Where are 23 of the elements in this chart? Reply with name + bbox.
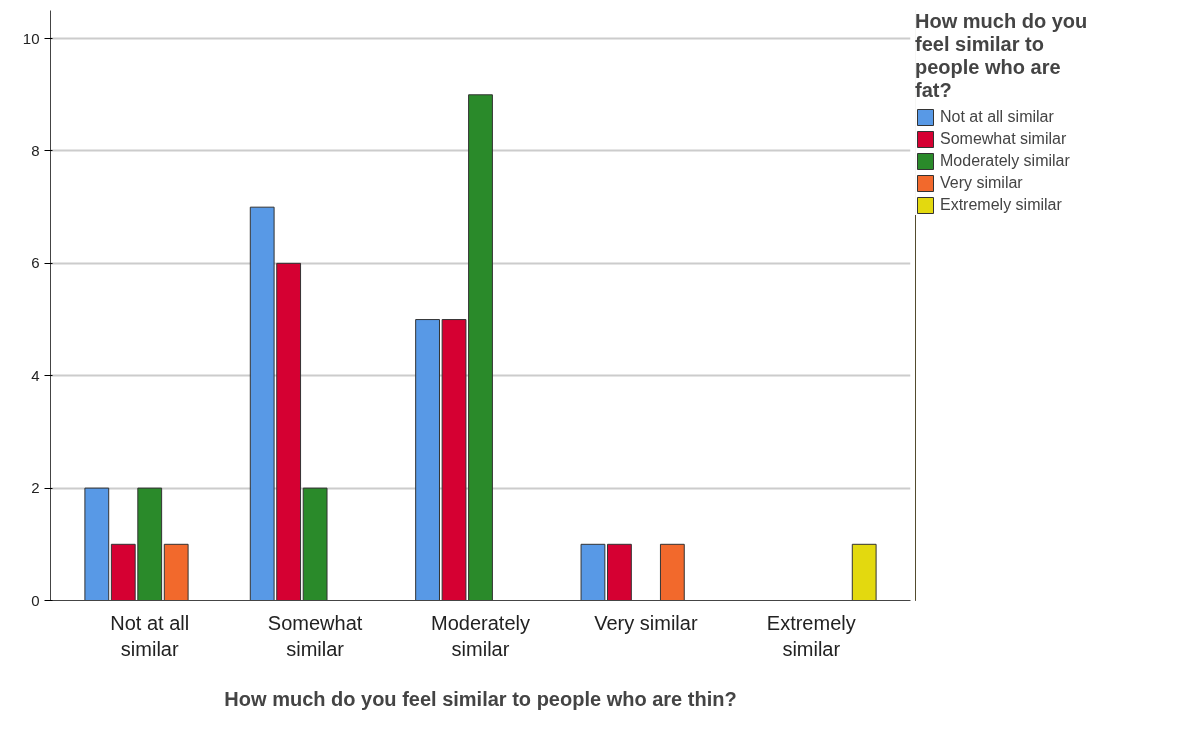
bar <box>163 543 189 601</box>
y-tick-label: 8 <box>31 141 40 159</box>
bar <box>851 543 877 601</box>
bar <box>302 487 328 601</box>
x-axis-title: How much do you feel similar to people who are thin? <box>224 687 737 710</box>
legend-label: Somewhat similar <box>940 130 1067 148</box>
legend-label: Not at all similar <box>940 108 1054 126</box>
bar <box>659 543 685 601</box>
legend-label: Very similar <box>940 174 1023 192</box>
x-tick-label: Extremely similar <box>766 611 856 660</box>
x-tick-label: Not at all similar <box>110 611 190 660</box>
y-tick-label: 0 <box>31 591 40 609</box>
x-tick-label: Moderately similar <box>431 611 530 660</box>
y-tick-label: 10 <box>22 29 40 47</box>
legend-title: How much do you feel similar to people who are fat? <box>915 10 1088 102</box>
y-tick-label: 6 <box>31 254 40 272</box>
x-tick-label: Very similar <box>594 611 698 634</box>
legend-label: Extremely similar <box>940 196 1062 214</box>
legend-label: Moderately similar <box>940 152 1070 170</box>
y-tick-label: 4 <box>31 366 40 384</box>
bar <box>84 487 110 601</box>
y-tick-label: 2 <box>31 479 40 497</box>
x-tick-label: Somewhat similar <box>267 611 363 660</box>
